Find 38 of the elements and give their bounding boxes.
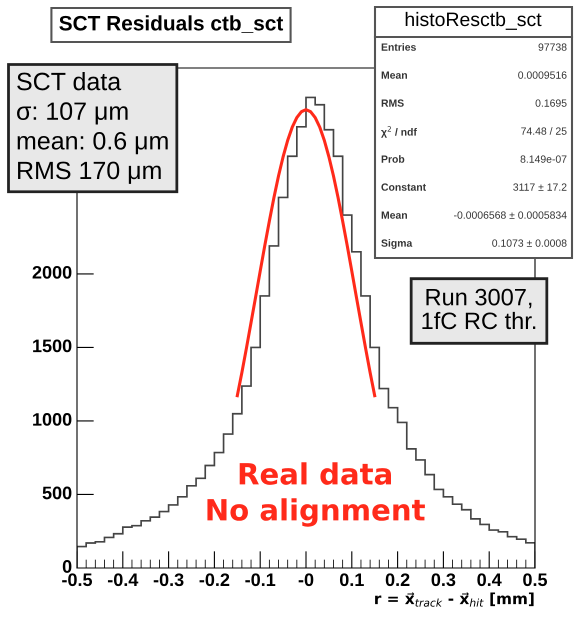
annotation: 0.1073 ± 0.0008 [492, 239, 567, 247]
annotation: RMS [382, 99, 404, 107]
x-tick-label: -0.5 [62, 573, 92, 586]
y-tick-label: 2000 [32, 266, 72, 279]
y-tick-label: 500 [42, 486, 72, 500]
y-tick-label: 0 [62, 560, 72, 573]
x-tick-label: -0.1 [245, 573, 276, 586]
annotation: Prob [382, 155, 404, 163]
annotation: -0.0006568 ± 0.0005834 [454, 211, 567, 219]
y-tick-label: 1500 [33, 339, 72, 352]
annotation: Mean [382, 212, 407, 219]
annotation: Real data No alignment [207, 462, 425, 527]
x-tick-label: 0.5 [523, 573, 548, 586]
x-tick-label: 0.2 [386, 573, 410, 586]
annotation: Sigma [381, 239, 412, 249]
x-tick-label: -0.2 [200, 573, 230, 586]
text: histoResctb_sct [406, 12, 542, 30]
annotation: 3117 ± 17.2 [513, 183, 566, 191]
x-tick-label: 0.1 [340, 573, 364, 586]
annotation: 0.0009516 [518, 71, 567, 79]
x-axis-title: r = x⃗$_{track}$ - x⃗$_{hit}$ [mm] [375, 592, 534, 607]
annotation: 8.149e-07 [520, 155, 566, 163]
x-tick-label: -0.3 [154, 573, 184, 586]
x-tick-label: -0 [298, 573, 314, 586]
annotation: χ$^{2}$ / ndf [381, 126, 417, 138]
text: 0.1695 [536, 99, 567, 107]
annotation: SCT data σ: 107 μm mean: 0.6 μm RMS 170 μm [17, 72, 168, 184]
x-tick-label: 0.4 [477, 573, 502, 586]
text: 97738 [538, 43, 567, 51]
annotation: Mean [382, 72, 407, 79]
annotation: Constant [381, 183, 426, 191]
chart-title: SCT Residuals ctb_sct [59, 15, 284, 33]
y-tick-label: 1000 [33, 413, 72, 426]
annotation: Run 3007, 1fC RC thr. [422, 288, 536, 330]
x-tick-label: -0.4 [108, 573, 138, 586]
annotation: 74.48 / 25 [521, 127, 567, 135]
text: Entries [382, 43, 416, 51]
x-tick-label: 0.3 [432, 573, 456, 586]
